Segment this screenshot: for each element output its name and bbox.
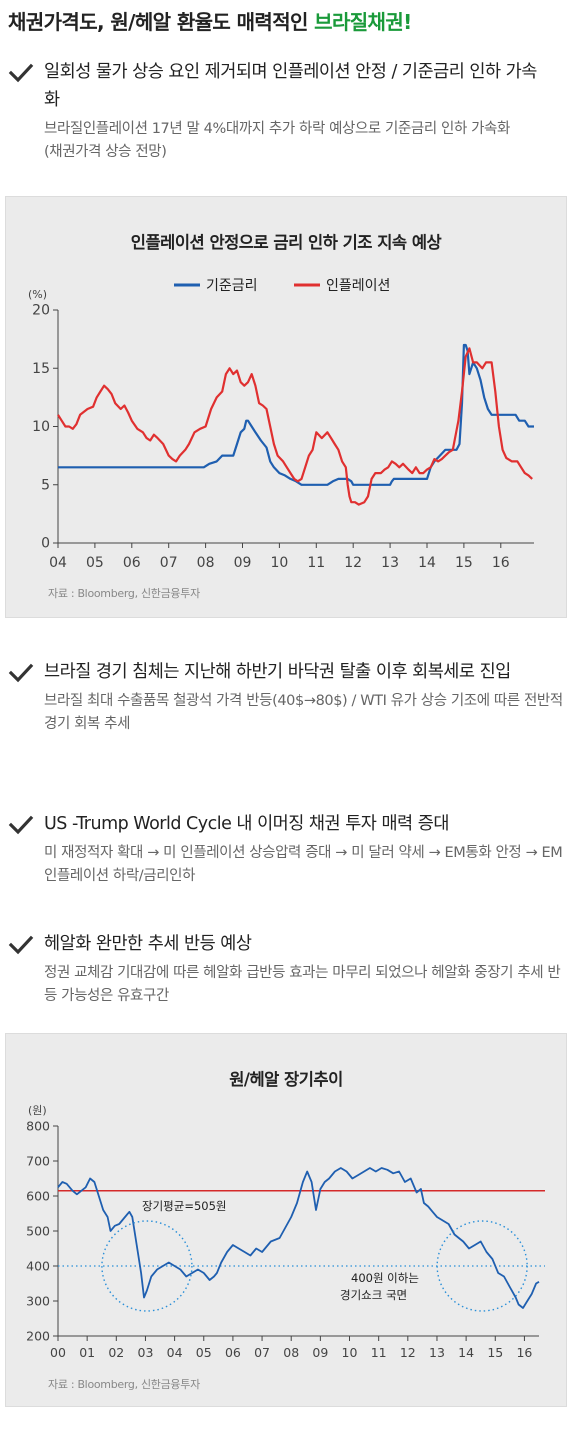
x-tick-label: 11 xyxy=(371,1345,387,1360)
x-tick-label: 15 xyxy=(487,1345,503,1360)
chart-title: 원/헤알 장기추이 xyxy=(229,1070,343,1089)
headline-accent: 브라질채권! xyxy=(314,10,412,34)
x-tick-label: 06 xyxy=(225,1345,241,1360)
series-line-인플레이션 xyxy=(57,347,533,506)
brl-krw-chart: (원) 200 300 400 500 600 700 800 00 01 02 03 04 05 06 07… xyxy=(26,1104,545,1360)
highlight-circle xyxy=(101,1220,193,1312)
bullet-title: 헤알화 완만한 추세 반등 예상 xyxy=(44,934,252,954)
x-tick-label: 03 xyxy=(138,1345,154,1360)
fx-chart-panel: 원/헤알 장기추이 (원) 200 300 400 500 600 700 800 00 01 02… xyxy=(5,1033,567,1407)
y-tick-label: 20 xyxy=(32,303,50,319)
x-tick-label: 13 xyxy=(381,555,399,571)
x-tick-label: 04 xyxy=(167,1345,183,1360)
check-icon xyxy=(8,935,34,955)
average-label: 장기평균=505원 xyxy=(142,1199,227,1213)
annotation-text: 400원 이하는 xyxy=(351,1271,419,1285)
x-tick-label: 14 xyxy=(418,555,436,571)
highlight-circle xyxy=(436,1220,528,1312)
chart-source: 자료 : Bloomberg, 신한금융투자 xyxy=(48,1378,200,1391)
bullet-item: US -Trump World Cycle 내 이머징 채권 투자 매력 증대 … xyxy=(8,810,563,888)
x-tick-label: 13 xyxy=(429,1345,445,1360)
check-icon xyxy=(8,63,34,83)
x-tick-label: 00 xyxy=(50,1345,66,1360)
x-tick-label: 08 xyxy=(283,1345,299,1360)
y-tick-label: 0 xyxy=(41,536,50,552)
x-tick-label: 16 xyxy=(516,1345,532,1360)
bullet-desc: 브라질인플레이션 17년 말 4%대까지 추가 하락 예상으로 기준금리 인하 … xyxy=(44,121,510,160)
x-tick-label: 16 xyxy=(492,555,510,571)
x-tick-label: 09 xyxy=(234,555,252,571)
x-tick-label: 14 xyxy=(458,1345,474,1360)
y-tick-label: 600 xyxy=(26,1189,50,1204)
check-icon xyxy=(8,663,34,683)
bullet-title: 브라질 경기 침체는 지난해 하반기 바닥권 탈출 이후 회복세로 진입 xyxy=(44,662,511,682)
x-tick-label: 05 xyxy=(196,1345,212,1360)
bullet-desc: 정권 교체감 기대감에 따른 헤알화 급반등 효과는 마무리 되었으나 헤알화 … xyxy=(44,965,561,1004)
series-line-원/헤알 xyxy=(57,1167,540,1309)
bullet-item: 헤알화 완만한 추세 반등 예상 정권 교체감 기대감에 따른 헤알화 급반등 … xyxy=(8,930,563,1008)
inflation-rate-chart-panel: 인플레이션 안정으로 금리 인하 기조 지속 예상 (%) 0 5 10 15 20 04 0… xyxy=(5,196,567,618)
bullet-item: 브라질 경기 침체는 지난해 하반기 바닥권 탈출 이후 회복세로 진입 브라질… xyxy=(8,658,563,736)
x-tick-label: 01 xyxy=(79,1345,95,1360)
bullet-desc: 브라질 최대 수출품목 철광석 가격 반등(40$→80$) / WTI 유가 … xyxy=(44,693,563,732)
y-tick-label: 400 xyxy=(26,1259,50,1274)
x-tick-label: 10 xyxy=(270,555,288,571)
x-tick-label: 12 xyxy=(400,1345,416,1360)
x-tick-label: 11 xyxy=(307,555,325,571)
y-unit-label: (%) xyxy=(28,288,47,301)
x-tick-label: 04 xyxy=(49,555,67,571)
x-tick-label: 15 xyxy=(455,555,473,571)
y-tick-label: 200 xyxy=(26,1329,50,1344)
x-tick-label: 02 xyxy=(108,1345,124,1360)
y-tick-label: 500 xyxy=(26,1224,50,1239)
y-tick-label: 15 xyxy=(32,361,50,377)
chart-source: 자료 : Bloomberg, 신한금융투자 xyxy=(48,587,200,600)
bullet-title: US -Trump World Cycle 내 이머징 채권 투자 매력 증대 xyxy=(44,814,449,834)
check-icon xyxy=(8,815,34,835)
y-tick-label: 800 xyxy=(26,1119,50,1134)
bullet-item: 일회성 물가 상승 요인 제거되며 인플레이션 안정 / 기준금리 인하 가속화… xyxy=(8,58,563,164)
series-line-기준금리 xyxy=(58,343,534,486)
page-headline: 채권가격도, 원/헤알 환율도 매력적인 브라질채권! xyxy=(8,6,412,35)
legend-label: 기준금리 xyxy=(206,278,258,294)
x-tick-label: 12 xyxy=(344,555,362,571)
x-tick-label: 08 xyxy=(197,555,215,571)
x-tick-label: 09 xyxy=(312,1345,328,1360)
x-tick-label: 07 xyxy=(160,555,178,571)
x-tick-label: 05 xyxy=(86,555,104,571)
y-tick-label: 5 xyxy=(41,477,50,493)
y-unit-label: (원) xyxy=(28,1104,47,1117)
bullet-title: 일회성 물가 상승 요인 제거되며 인플레이션 안정 / 기준금리 인하 가속화 xyxy=(44,62,537,110)
y-tick-label: 300 xyxy=(26,1294,50,1309)
x-tick-label: 07 xyxy=(254,1345,270,1360)
x-tick-label: 10 xyxy=(342,1345,358,1360)
y-tick-label: 10 xyxy=(32,419,50,435)
legend-label: 인플레이션 xyxy=(326,278,390,294)
y-tick-label: 700 xyxy=(26,1154,50,1169)
annotation-text: 경기쇼크 국면 xyxy=(340,1288,407,1302)
chart-title: 인플레이션 안정으로 금리 인하 기조 지속 예상 xyxy=(130,233,442,252)
headline-main: 채권가격도, 원/헤알 환율도 매력적인 xyxy=(8,10,315,34)
bullet-desc: 미 재정적자 확대 → 미 인플레이션 상승압력 증대 → 미 달러 약세 → … xyxy=(44,845,563,884)
x-tick-label: 06 xyxy=(123,555,141,571)
